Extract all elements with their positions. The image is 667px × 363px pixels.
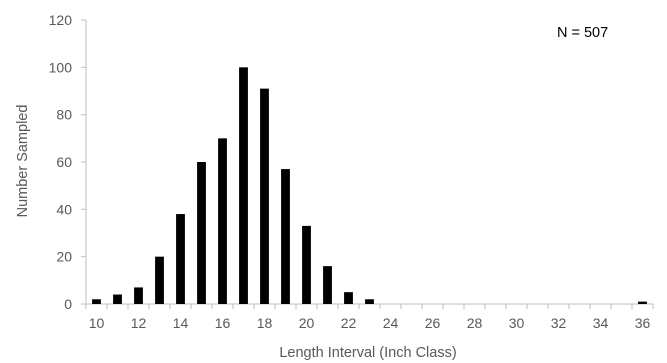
histogram-bar bbox=[113, 294, 122, 304]
x-tick-label: 28 bbox=[467, 315, 483, 331]
x-tick-label: 16 bbox=[215, 315, 231, 331]
histogram-bar bbox=[302, 225, 311, 304]
x-axis-ticks: 10 12 14 16 18 20 22 24 26 28 30 32 34 36 bbox=[85, 304, 654, 331]
x-tick-label: 26 bbox=[425, 315, 441, 331]
y-tick-label: 80 bbox=[56, 107, 72, 123]
histogram-bar bbox=[197, 162, 206, 304]
histogram-bar bbox=[92, 299, 101, 304]
x-tick-label: 36 bbox=[635, 315, 651, 331]
histogram-bar bbox=[155, 256, 164, 304]
histogram-bar bbox=[344, 292, 353, 304]
y-axis-ticks: 0 20 40 60 80 100 120 bbox=[49, 12, 86, 312]
x-tick-label: 22 bbox=[341, 315, 357, 331]
x-tick-label: 14 bbox=[173, 315, 189, 331]
histogram-bar bbox=[239, 67, 248, 304]
sample-size-annotation: N = 507 bbox=[557, 25, 608, 41]
histogram-bar bbox=[365, 299, 374, 304]
x-tick-label: 30 bbox=[509, 315, 525, 331]
x-tick-label: 32 bbox=[551, 315, 567, 331]
y-tick-label: 60 bbox=[56, 154, 72, 170]
x-tick-label: 24 bbox=[383, 315, 399, 331]
x-tick-label: 20 bbox=[299, 315, 315, 331]
y-axis-title: Number Sampled bbox=[15, 105, 31, 218]
x-tick-label: 12 bbox=[131, 315, 147, 331]
x-tick-label: 34 bbox=[593, 315, 609, 331]
x-tick-label: 10 bbox=[89, 315, 105, 331]
histogram-bars bbox=[92, 67, 647, 304]
histogram-bar bbox=[281, 169, 290, 304]
histogram-bar bbox=[638, 301, 647, 304]
y-tick-label: 100 bbox=[49, 59, 73, 75]
histogram-bar bbox=[323, 266, 332, 304]
histogram-bar bbox=[260, 88, 269, 304]
y-tick-label: 20 bbox=[56, 249, 72, 265]
y-tick-label: 40 bbox=[56, 201, 72, 217]
x-axis-title: Length Interval (Inch Class) bbox=[279, 345, 456, 361]
histogram-bar bbox=[176, 214, 185, 304]
histogram-bar bbox=[134, 287, 143, 304]
x-tick-label: 18 bbox=[257, 315, 273, 331]
y-tick-label: 0 bbox=[64, 296, 72, 312]
histogram-bar bbox=[218, 138, 227, 304]
y-tick-label: 120 bbox=[49, 12, 73, 28]
